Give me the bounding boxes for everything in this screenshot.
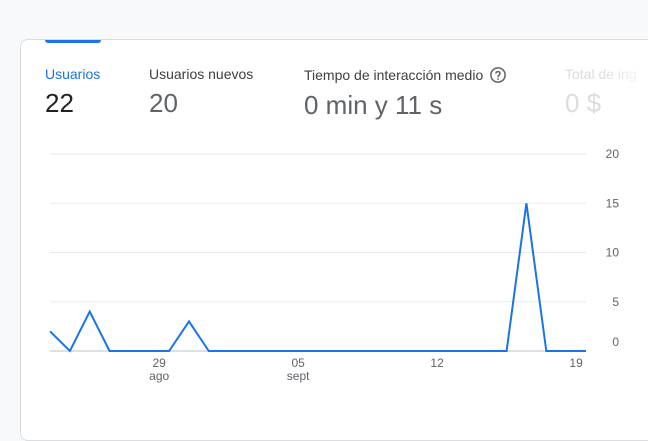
x-tick-label: 29 — [153, 356, 167, 370]
tab-usuarios-nuevos-label: Usuarios nuevos — [149, 66, 254, 82]
tab-usuarios-value: 22 — [45, 88, 74, 118]
metrics-card: Usuarios 22 Usuarios nuevos 20 Tiempo de… — [20, 39, 648, 441]
tabs-fade-overlay — [601, 40, 648, 130]
tab-tiempo-interaccion[interactable]: Tiempo de interacción medio 0 min y 11 s — [304, 66, 507, 121]
series-line-usuarios — [49, 203, 586, 353]
tab-usuarios-nuevos-value: 20 — [149, 88, 178, 118]
y-tick-label: 20 — [606, 147, 620, 161]
x-tick-label: 19 — [569, 356, 583, 370]
active-tab-indicator — [45, 40, 101, 43]
tab-usuarios[interactable]: Usuarios 22 — [45, 66, 100, 119]
y-tick-label: 5 — [612, 295, 619, 309]
x-tick-sublabel: sept — [287, 369, 310, 383]
tab-usuarios-label: Usuarios — [45, 66, 101, 82]
help-circle-icon[interactable] — [489, 66, 507, 84]
tab-total-ingresos-value: 0 $ — [565, 88, 602, 118]
y-tick-label: 15 — [606, 196, 620, 210]
y-tick-label: 10 — [606, 246, 620, 260]
tab-tiempo-interaccion-label-row: Tiempo de interacción medio — [304, 66, 507, 84]
tab-tiempo-interaccion-value: 0 min y 11 s — [304, 90, 443, 120]
tab-tiempo-interaccion-label: Tiempo de interacción medio — [304, 67, 484, 83]
x-tick-label: 12 — [430, 356, 444, 370]
x-tick-sublabel: ago — [149, 369, 169, 383]
y-tick-label: 0 — [612, 335, 619, 349]
tab-usuarios-nuevos[interactable]: Usuarios nuevos 20 — [149, 66, 253, 119]
x-tick-label: 05 — [291, 356, 305, 370]
